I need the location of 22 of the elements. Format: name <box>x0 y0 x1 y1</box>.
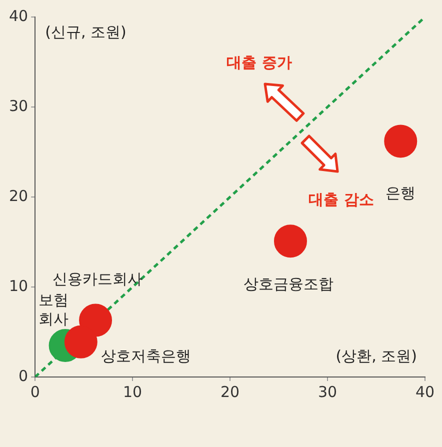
series-label: 상호금융조합 <box>243 274 334 293</box>
annotation: 대출 증가 <box>226 54 292 72</box>
y-tick-label: 40 <box>8 6 28 25</box>
x-tick-label: 10 <box>123 382 142 401</box>
y-tick-label: 30 <box>8 96 28 115</box>
x-tick-label: 20 <box>220 382 240 401</box>
annotation: 대출 감소 <box>308 190 374 208</box>
point <box>64 325 98 358</box>
point <box>384 124 418 158</box>
x-tick-label: 30 <box>318 382 338 401</box>
series-label: 은행 <box>386 184 416 202</box>
y-tick-label: 20 <box>8 186 28 205</box>
y-tick-label: 0 <box>18 366 28 385</box>
y-tick-label: 10 <box>8 276 28 295</box>
x-tick-label: 40 <box>415 382 435 401</box>
series-label: 보험 회사 <box>38 290 68 328</box>
x-axis-title: (상환, 조원) <box>336 346 417 365</box>
series-label: 신용카드회사 <box>52 270 143 288</box>
series-label: 상호저축은행 <box>100 346 191 365</box>
x-tick-label: 0 <box>30 382 40 401</box>
y-axis-title: (신규, 조원) <box>45 22 126 41</box>
point <box>274 224 307 258</box>
